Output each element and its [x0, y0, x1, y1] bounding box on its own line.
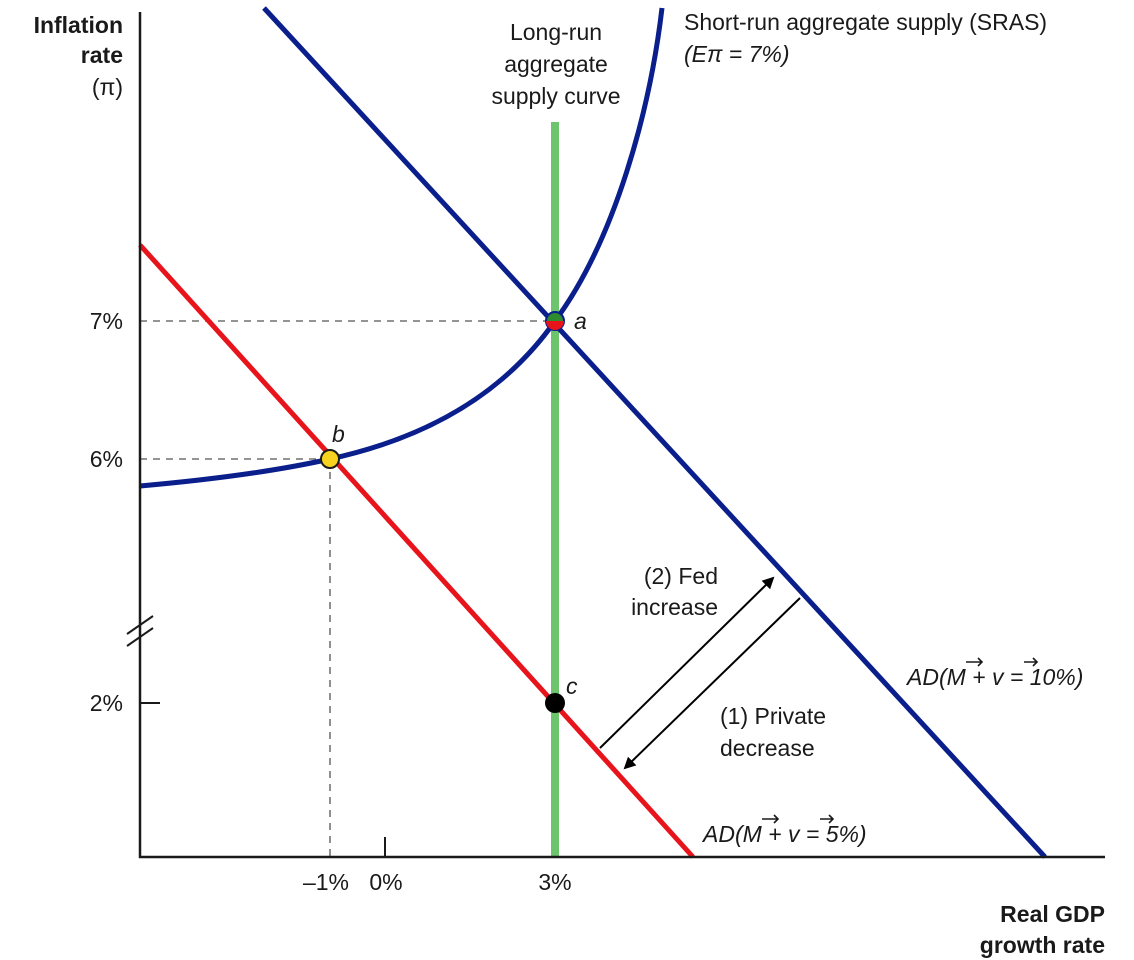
- point-a: [545, 311, 565, 331]
- ad-high-line: [262, 6, 1047, 859]
- x-tick-minus1: –1%: [303, 869, 349, 895]
- ad-low-label: AD(M + v = 5%): [701, 821, 867, 847]
- axis-break: [126, 615, 154, 647]
- y-axis-title-2: rate: [81, 42, 123, 68]
- lras-label-1: Long-run: [510, 19, 602, 45]
- private-decrease-arrow: [623, 597, 801, 770]
- ad-high-vector-arrows: [966, 657, 1039, 667]
- x-tick-3: 3%: [538, 869, 571, 895]
- y-tick-7: 7%: [90, 308, 123, 334]
- private-label-2: decrease: [720, 735, 815, 761]
- ad-high-label: AD(M + v = 10%): [905, 664, 1083, 690]
- point-c-label: c: [566, 673, 578, 699]
- private-label-1: (1) Private: [720, 703, 826, 729]
- ad-low-vector-arrows: [762, 814, 835, 824]
- fed-label-2: increase: [631, 594, 718, 620]
- y-tick-6: 6%: [90, 446, 123, 472]
- point-b-label: b: [332, 421, 345, 447]
- lras-label-2: aggregate: [504, 51, 608, 77]
- y-axis-title-1: Inflation: [34, 12, 123, 38]
- sras-label-1: Short-run aggregate supply (SRAS): [684, 9, 1047, 35]
- y-axis-title-3: (π): [92, 74, 123, 100]
- point-a-label: a: [574, 308, 587, 334]
- sras-label-2: (Eπ = 7%): [684, 41, 790, 67]
- ad-low-line: [138, 243, 695, 859]
- lras-label-3: supply curve: [491, 83, 620, 109]
- sras-curve: [139, 7, 665, 489]
- fed-label-1: (2) Fed: [644, 563, 718, 589]
- x-axis-title-1: Real GDP: [1000, 901, 1105, 927]
- y-tick-2: 2%: [90, 690, 123, 716]
- fed-increase-arrow: [599, 576, 775, 749]
- point-b: [320, 449, 340, 469]
- x-tick-0: 0%: [369, 869, 402, 895]
- x-axis-title-2: growth rate: [980, 932, 1105, 958]
- point-c: [545, 693, 565, 713]
